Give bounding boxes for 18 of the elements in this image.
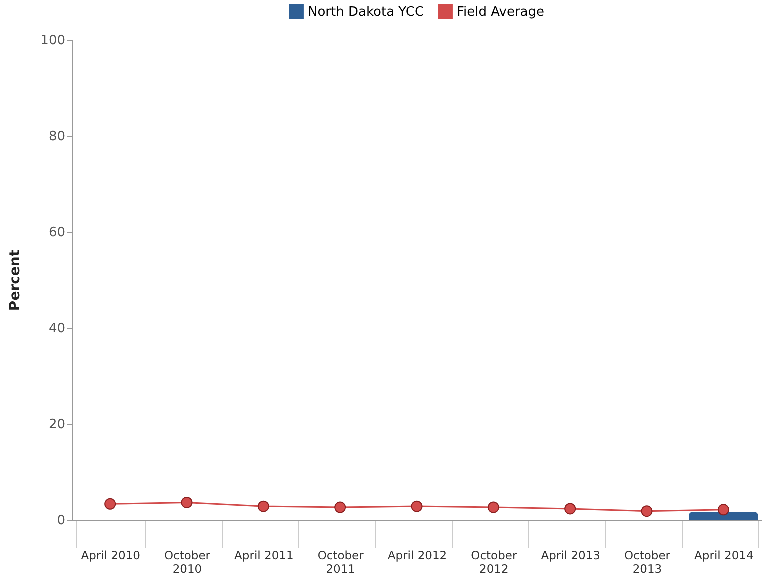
y-tick-label: 100 (40, 34, 66, 48)
y-tick-label: 60 (48, 226, 66, 240)
x-tick-label: April 2012 (388, 548, 448, 562)
y-tick-label: 80 (48, 130, 66, 144)
x-tick-label: October 2010 (164, 548, 211, 576)
x-tick-label: April 2014 (694, 548, 754, 562)
y-tick-label: 20 (48, 418, 66, 432)
x-tick-label: October 2011 (318, 548, 364, 576)
x-tick-label: October 2013 (624, 548, 671, 576)
legend-label: North Dakota YCC (308, 4, 424, 20)
x-tick-label: October 2012 (471, 548, 518, 576)
x-tick-label: April 2011 (234, 548, 294, 562)
x-tick-label: April 2013 (541, 548, 600, 562)
legend-label: Field Average (457, 4, 545, 20)
y-axis-title: Percent (8, 250, 24, 312)
y-tick-label: 0 (57, 514, 66, 528)
x-tick-label: April 2010 (81, 548, 140, 562)
y-tick-label: 40 (48, 322, 66, 336)
